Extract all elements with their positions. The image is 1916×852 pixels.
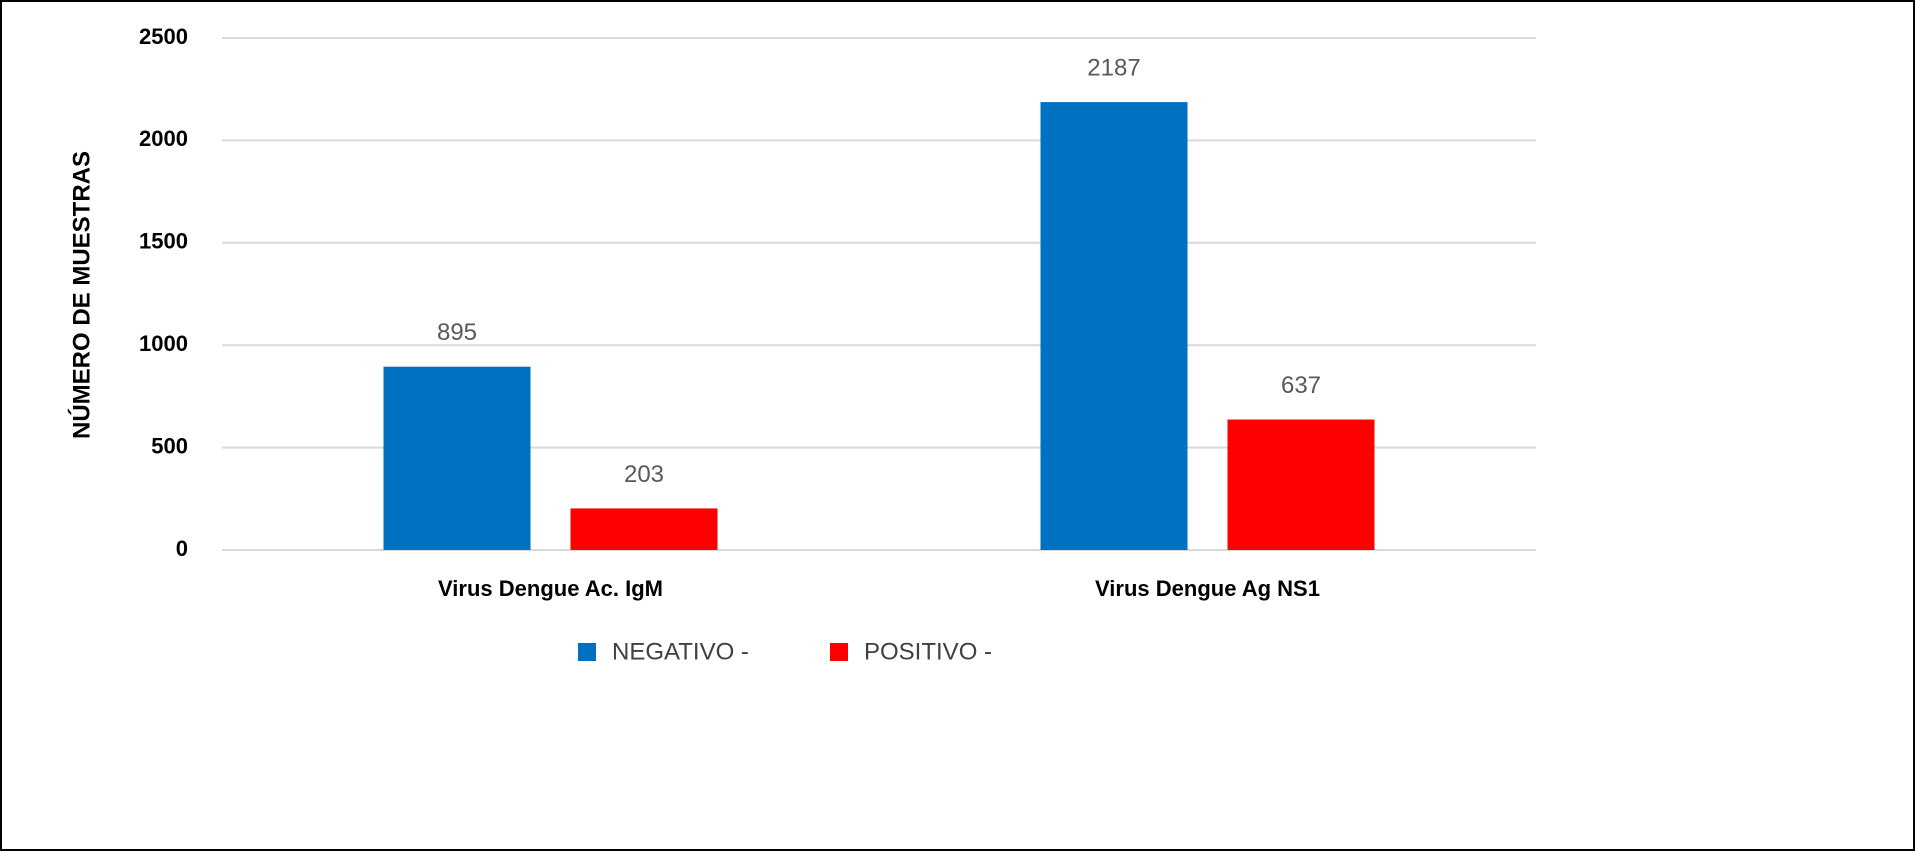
x-tick-label: Virus Dengue Ac. IgM (438, 576, 663, 601)
y-tick-label: 500 (151, 433, 188, 458)
bar (1227, 419, 1375, 550)
x-tick-label: Virus Dengue Ag NS1 (1095, 576, 1320, 601)
legend-label: NEGATIVO - (612, 638, 749, 665)
y-tick-label: 2000 (139, 126, 188, 151)
y-tick-label: 1500 (139, 229, 188, 254)
bar (383, 366, 531, 550)
bar (570, 508, 718, 550)
legend-swatch (830, 643, 848, 661)
y-tick-label: 1000 (139, 331, 188, 356)
data-label: 895 (437, 319, 477, 346)
bar (1040, 102, 1188, 550)
legend-swatch (578, 643, 596, 661)
y-axis-title: NÚMERO DE MUESTRAS (67, 151, 95, 439)
data-label: 2187 (1087, 54, 1140, 81)
y-tick-label: 0 (176, 536, 188, 561)
data-label: 637 (1281, 372, 1321, 399)
data-label: 203 (624, 461, 664, 488)
legend-label: POSITIVO - (864, 638, 992, 665)
y-tick-label: 2500 (139, 24, 188, 49)
